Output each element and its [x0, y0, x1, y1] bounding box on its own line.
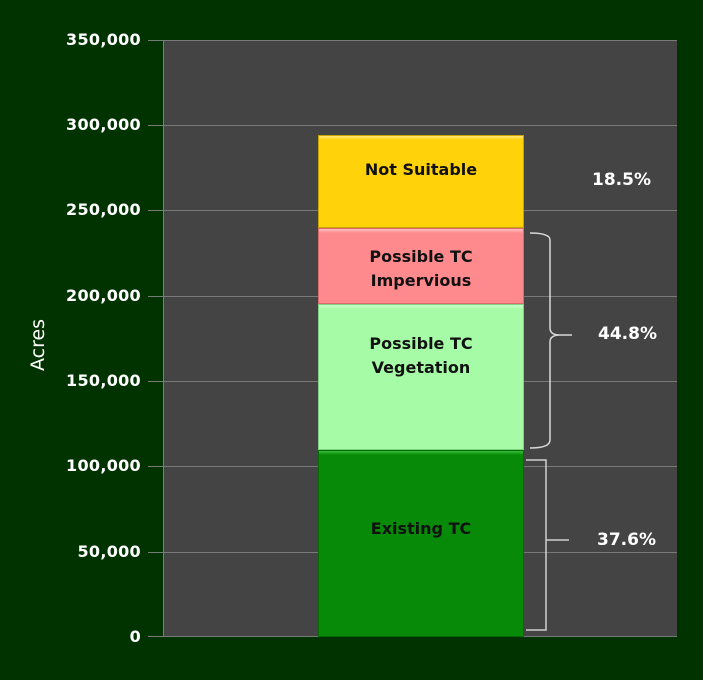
segment-label-impervious: Possible TC Impervious — [369, 247, 473, 290]
y-tick-0: 0 — [129, 627, 141, 646]
y-tick-350000: 350,000 — [66, 30, 141, 49]
pct-not-suitable: 18.5% — [592, 170, 651, 190]
y-tick-100000: 100,000 — [66, 456, 141, 475]
pct-possible: 44.8% — [598, 324, 657, 344]
bar-segment-not-suitable: Not Suitable — [318, 135, 524, 228]
gridline — [148, 125, 677, 126]
pct-existing: 37.6% — [597, 530, 656, 550]
bar-segment-existing: Existing TC — [318, 450, 524, 637]
curly-brace-icon — [529, 232, 572, 449]
segment-highlight — [319, 136, 523, 140]
y-tick-50000: 50,000 — [77, 542, 141, 561]
square-bracket-icon — [526, 459, 569, 631]
y-tick-300000: 300,000 — [66, 115, 141, 134]
segment-label-existing: Existing TC — [370, 519, 472, 538]
y-tick-250000: 250,000 — [66, 200, 141, 219]
segment-highlight — [319, 305, 523, 309]
y-tick-200000: 200,000 — [66, 286, 141, 305]
bar-segment-vegetation: Possible TC Vegetation — [318, 304, 524, 450]
segment-label-not-suitable: Not Suitable — [364, 160, 478, 179]
gridline — [148, 40, 677, 41]
segment-highlight — [319, 451, 523, 455]
segment-highlight — [319, 229, 523, 233]
bar-segment-impervious: Possible TC Impervious — [318, 228, 524, 304]
segment-label-vegetation: Possible TC Vegetation — [369, 334, 473, 377]
y-tick-150000: 150,000 — [66, 371, 141, 390]
